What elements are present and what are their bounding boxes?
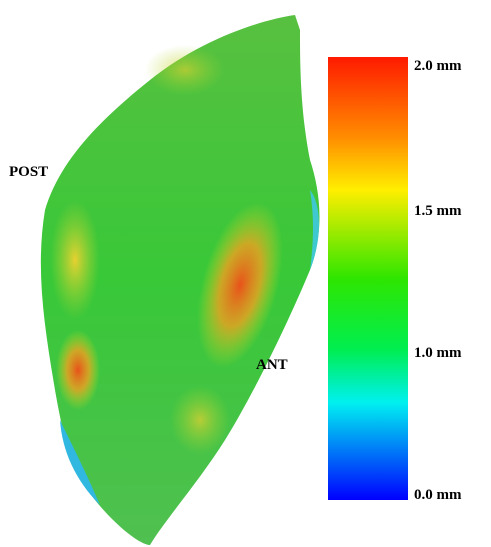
surface-map: [0, 0, 491, 547]
post-label: POST: [9, 164, 48, 181]
warm-spot: [170, 385, 230, 455]
ant-label: ANT: [256, 357, 288, 374]
colorbar-tick-label: 1.0 mm: [414, 345, 462, 362]
figure: POST ANT 2.0 mm 1.5 mm 1.0 mm 0.0 mm: [0, 0, 491, 547]
colorbar: [328, 57, 408, 500]
warm-spot: [50, 200, 100, 320]
colorbar-tick-label: 1.5 mm: [414, 203, 462, 220]
colorbar-tick-label: 2.0 mm: [414, 58, 462, 75]
hot-spot: [56, 330, 100, 410]
colorbar-tick-label: 0.0 mm: [414, 487, 462, 504]
warm-spot: [145, 45, 225, 95]
